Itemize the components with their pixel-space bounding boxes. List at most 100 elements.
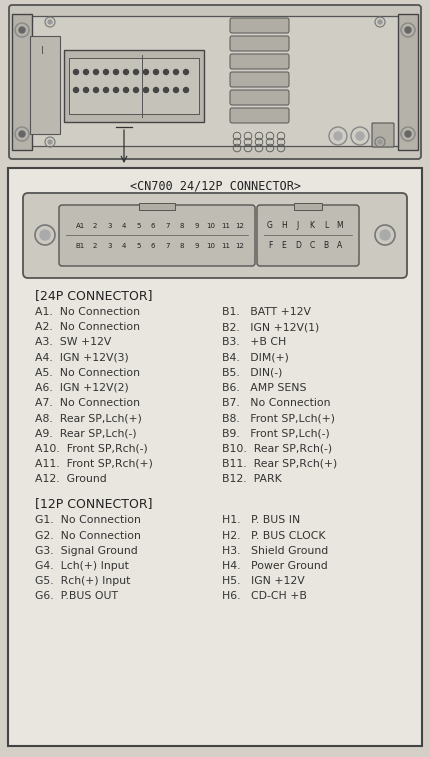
FancyBboxPatch shape [230,36,289,51]
Text: A12.  Ground: A12. Ground [35,474,107,484]
Circle shape [48,20,52,24]
Circle shape [83,70,89,74]
Text: 4: 4 [122,223,126,229]
Text: G4.  Lch(+) Input: G4. Lch(+) Input [35,561,129,571]
Text: A10.  Front SP,Rch(-): A10. Front SP,Rch(-) [35,444,148,453]
Circle shape [378,20,382,24]
Circle shape [40,230,50,240]
Bar [398,14,418,150]
FancyBboxPatch shape [257,205,359,266]
Circle shape [123,88,129,92]
Text: 10: 10 [206,243,215,249]
FancyBboxPatch shape [230,72,289,87]
Circle shape [114,88,119,92]
Text: 6: 6 [151,223,155,229]
Text: B6.   AMP SENS: B6. AMP SENS [222,383,307,393]
Bar [30,16,400,146]
Text: A1: A1 [76,223,85,229]
Text: 5: 5 [136,243,141,249]
Bar [30,36,60,134]
Text: H4.   Power Ground: H4. Power Ground [222,561,328,571]
Circle shape [163,88,169,92]
Circle shape [380,230,390,240]
Text: A2.  No Connection: A2. No Connection [35,322,140,332]
Text: H: H [281,222,287,230]
Text: C: C [309,241,315,251]
Circle shape [356,132,364,140]
Text: D: D [295,241,301,251]
Bar [8,168,422,746]
Text: 2: 2 [93,223,97,229]
Text: 11: 11 [221,243,230,249]
Bar [69,58,199,114]
Text: H1.   P. BUS IN: H1. P. BUS IN [222,516,300,525]
Circle shape [334,132,342,140]
Text: G3.  Signal Ground: G3. Signal Ground [35,546,138,556]
Text: <CN700 24/12P CONNECTOR>: <CN700 24/12P CONNECTOR> [129,179,301,192]
Circle shape [104,88,108,92]
Circle shape [144,88,148,92]
Text: B12.  PARK: B12. PARK [222,474,282,484]
Text: B: B [323,241,329,251]
FancyBboxPatch shape [230,108,289,123]
Text: K: K [310,222,314,230]
Text: 11: 11 [221,223,230,229]
Circle shape [133,70,138,74]
Text: 8: 8 [180,223,184,229]
Text: 3: 3 [107,243,112,249]
Text: G6.  P.BUS OUT: G6. P.BUS OUT [35,591,118,601]
Text: B7.   No Connection: B7. No Connection [222,398,331,408]
FancyBboxPatch shape [230,54,289,69]
Text: A9.  Rear SP,Lch(-): A9. Rear SP,Lch(-) [35,428,137,438]
Text: 9: 9 [194,243,199,249]
Text: 12: 12 [236,243,244,249]
Circle shape [154,70,159,74]
Bar [139,203,175,210]
Text: E: E [282,241,286,251]
Text: J: J [297,222,299,230]
Circle shape [74,70,79,74]
Circle shape [93,70,98,74]
Text: B9.   Front SP,Lch(-): B9. Front SP,Lch(-) [222,428,330,438]
Circle shape [83,88,89,92]
Text: B8.   Front SP,Lch(+): B8. Front SP,Lch(+) [222,413,335,423]
Text: 10: 10 [206,223,215,229]
Text: H6.   CD-CH +B: H6. CD-CH +B [222,591,307,601]
Circle shape [154,88,159,92]
Text: B3.   +B CH: B3. +B CH [222,338,286,347]
Text: A5.  No Connection: A5. No Connection [35,368,140,378]
FancyBboxPatch shape [59,205,255,266]
Text: 3: 3 [107,223,112,229]
Text: L: L [324,222,328,230]
Text: A6.  IGN +12V(2): A6. IGN +12V(2) [35,383,129,393]
Text: H3.   Shield Ground: H3. Shield Ground [222,546,328,556]
Circle shape [123,70,129,74]
Circle shape [19,131,25,137]
Text: [24P CONNECTOR]: [24P CONNECTOR] [35,289,153,302]
Circle shape [144,70,148,74]
Text: A3.  SW +12V: A3. SW +12V [35,338,111,347]
Circle shape [74,88,79,92]
Circle shape [48,140,52,144]
Circle shape [184,70,188,74]
Text: M: M [337,222,343,230]
FancyBboxPatch shape [230,18,289,33]
Circle shape [163,70,169,74]
Text: H2.   P. BUS CLOCK: H2. P. BUS CLOCK [222,531,326,540]
Circle shape [104,70,108,74]
FancyBboxPatch shape [372,123,394,147]
Text: F: F [268,241,272,251]
Circle shape [184,88,188,92]
Text: B2.   IGN +12V(1): B2. IGN +12V(1) [222,322,319,332]
FancyBboxPatch shape [230,90,289,105]
Text: G2.  No Connection: G2. No Connection [35,531,141,540]
Circle shape [93,88,98,92]
Text: A1.  No Connection: A1. No Connection [35,307,140,317]
FancyBboxPatch shape [9,5,421,159]
Circle shape [133,88,138,92]
FancyBboxPatch shape [23,193,407,278]
Text: A7.  No Connection: A7. No Connection [35,398,140,408]
Text: 12: 12 [236,223,244,229]
Circle shape [173,88,178,92]
Text: A4.  IGN +12V(3): A4. IGN +12V(3) [35,353,129,363]
